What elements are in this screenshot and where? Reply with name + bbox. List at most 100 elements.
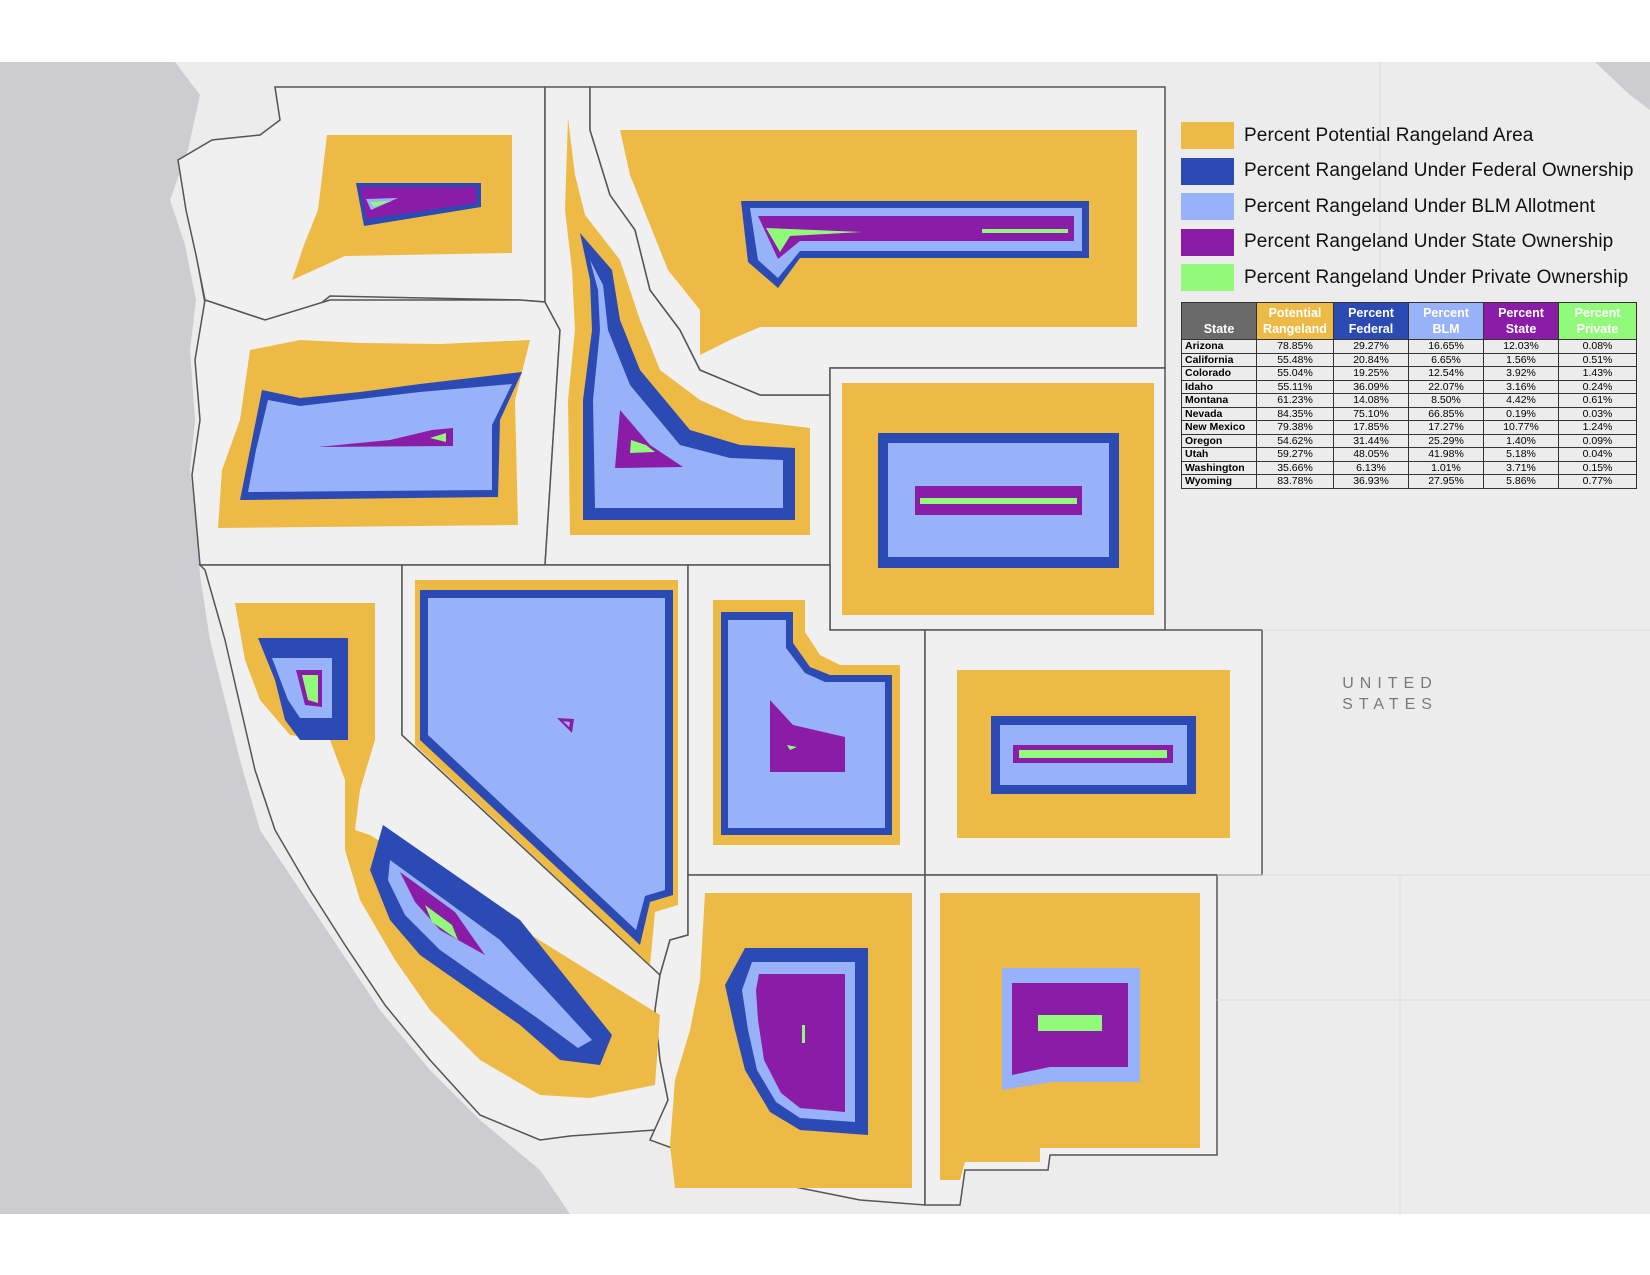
header-line1: Percent (1574, 306, 1621, 320)
header-line2: State (1203, 322, 1235, 336)
table-cell-value: 6.13% (1333, 460, 1409, 475)
table-cell-value: 0.04% (1558, 447, 1637, 462)
nevada-state (557, 718, 574, 733)
table-cell-value: 0.77% (1558, 474, 1637, 489)
header-line2: Federal (1348, 322, 1394, 336)
legend-swatch-rangeland (1181, 122, 1234, 150)
oregon-private (430, 433, 446, 442)
table-cell-value: 66.85% (1408, 406, 1484, 421)
table-cell-state: Wyoming (1181, 474, 1257, 489)
header-blm: Percent BLM (1408, 302, 1484, 340)
ownership-table: State Potential Rangeland Percent Federa… (1181, 302, 1637, 489)
table-cell-value: 0.19% (1483, 406, 1559, 421)
idaho-cartogram (565, 118, 810, 535)
california-private-north (302, 675, 318, 703)
arizona-private (802, 1025, 805, 1043)
faint-boundaries (1217, 62, 1650, 1214)
table-header-row: State Potential Rangeland Percent Federa… (1181, 302, 1637, 340)
table-row: Nevada 84.35% 75.10% 66.85% 0.19% 0.03% (1181, 406, 1637, 421)
nevada-blm-notch (563, 721, 570, 727)
header-rangeland: Potential Rangeland (1256, 302, 1334, 340)
legend-label: Percent Rangeland Under Private Ownershi… (1244, 266, 1629, 288)
table-cell-value: 41.98% (1408, 447, 1484, 462)
legend-label: Percent Rangeland Under BLM Allotment (1244, 195, 1596, 217)
table-cell-value: 6.65% (1408, 352, 1484, 367)
table-cell-value: 17.85% (1333, 420, 1409, 435)
table-cell-value: 12.03% (1483, 339, 1559, 354)
ocean-area (0, 62, 570, 1214)
washington-cartogram (292, 135, 512, 280)
legend-label: Percent Potential Rangeland Area (1244, 124, 1534, 146)
header-line1: Percent (1423, 306, 1469, 320)
legend-item-state: Percent Rangeland Under State Ownership (1181, 225, 1634, 261)
table-cell-state: New Mexico (1181, 420, 1257, 435)
idaho-private (630, 440, 655, 453)
table-row: Arizona 78.85% 29.27% 16.65% 12.03% 0.08% (1181, 339, 1637, 354)
header-line2: State (1505, 322, 1537, 336)
oregon-state (318, 428, 453, 447)
table-row: California 55.48% 20.84% 6.65% 1.56% 0.51% (1181, 352, 1637, 367)
table-row: Utah 59.27% 48.05% 41.98% 5.18% 0.04% (1181, 447, 1637, 462)
ocean-top-right (1595, 62, 1650, 110)
legend-swatch-private (1181, 264, 1234, 292)
table-cell-value: 61.23% (1256, 393, 1334, 408)
utah-state (770, 700, 845, 772)
header-private: Percent Private (1558, 302, 1637, 340)
table-row: Idaho 55.11% 36.09% 22.07% 3.16% 0.24% (1181, 379, 1637, 394)
utah-blm (728, 620, 885, 828)
table-cell-value: 1.40% (1483, 433, 1559, 448)
idaho-state (615, 410, 683, 468)
table-cell-value: 0.03% (1558, 406, 1637, 421)
table-row: Washington 35.66% 6.13% 1.01% 3.71% 0.15% (1181, 460, 1637, 475)
country-label-line1: UNITED (1342, 675, 1438, 692)
nevada-cartogram (415, 580, 678, 965)
wyoming-private (920, 498, 1077, 504)
table-cell-value: 35.66% (1256, 460, 1334, 475)
table-cell-value: 59.27% (1256, 447, 1334, 462)
nevada-blm (428, 598, 665, 930)
table-cell-value: 29.27% (1333, 339, 1409, 354)
washington-state (360, 187, 476, 219)
arizona-state (756, 974, 845, 1112)
table-cell-value: 84.35% (1256, 406, 1334, 421)
legend-item-federal: Percent Rangeland Under Federal Ownershi… (1181, 154, 1634, 190)
country-label-line2: STATES (1342, 696, 1438, 713)
legend-label: Percent Rangeland Under Federal Ownershi… (1244, 160, 1634, 182)
header-federal: Percent Federal (1333, 302, 1409, 340)
table-cell-state: Arizona (1181, 339, 1257, 354)
table-cell-value: 1.43% (1558, 366, 1637, 381)
table-cell-value: 75.10% (1333, 406, 1409, 421)
legend-swatch-federal (1181, 157, 1234, 185)
legend-item-rangeland: Percent Potential Rangeland Area (1181, 118, 1634, 154)
washington-private (370, 201, 392, 207)
table-cell-value: 0.08% (1558, 339, 1637, 354)
legend-swatch-state (1181, 228, 1234, 256)
colorado-cartogram (957, 670, 1230, 838)
table-cell-value: 10.77% (1483, 420, 1559, 435)
utah-private (787, 745, 797, 750)
header-line1: Percent (1348, 306, 1394, 320)
table-cell-value: 20.84% (1333, 352, 1409, 367)
montana-private-left (766, 228, 862, 252)
new-mexico-cartogram (940, 893, 1200, 1180)
california-private-south (425, 905, 458, 940)
table-cell-value: 54.62% (1256, 433, 1334, 448)
header-state-ownership: Percent State (1483, 302, 1559, 340)
new-mexico-private (1038, 1015, 1102, 1031)
table-cell-value: 8.50% (1408, 393, 1484, 408)
table-cell-value: 31.44% (1333, 433, 1409, 448)
table-cell-value: 12.54% (1408, 366, 1484, 381)
oregon-blm (248, 384, 512, 492)
table-cell-value: 17.27% (1408, 420, 1484, 435)
legend-item-blm: Percent Rangeland Under BLM Allotment (1181, 189, 1634, 225)
table-cell-state: Nevada (1181, 406, 1257, 421)
table-cell-value: 0.51% (1558, 352, 1637, 367)
table-row: Oregon 54.62% 31.44% 25.29% 1.40% 0.09% (1181, 433, 1637, 448)
table-cell-value: 55.48% (1256, 352, 1334, 367)
table-cell-value: 78.85% (1256, 339, 1334, 354)
table-cell-value: 25.29% (1408, 433, 1484, 448)
header-state: State (1181, 302, 1257, 340)
wyoming-cartogram (842, 383, 1154, 615)
table-cell-state: Idaho (1181, 379, 1257, 394)
